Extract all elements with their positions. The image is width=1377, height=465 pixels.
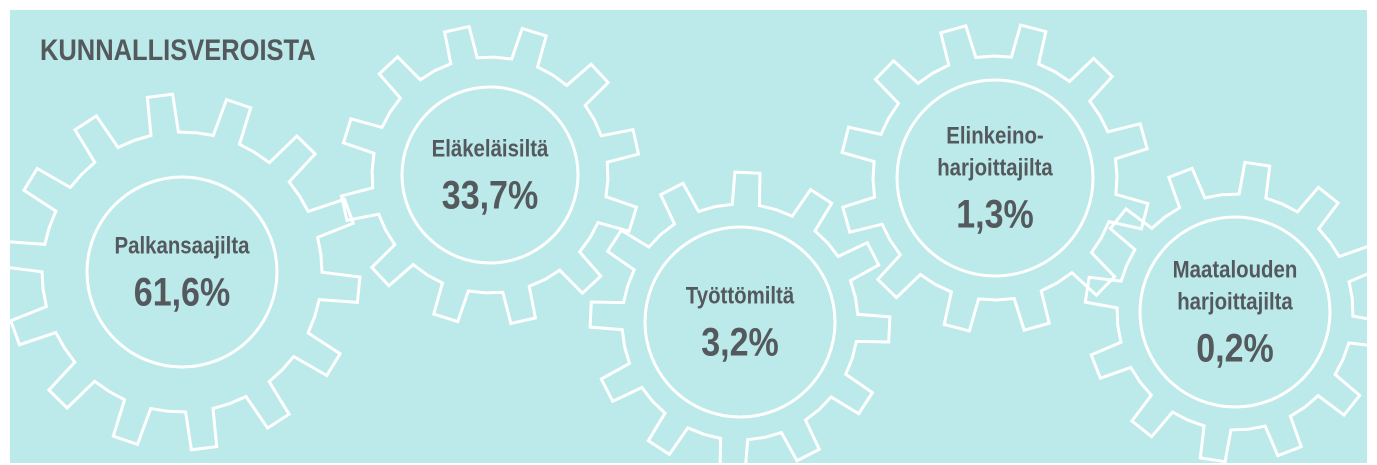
item-value: 61,6% xyxy=(134,269,230,314)
item-label: Palkansaajilta xyxy=(115,232,250,259)
item-label: harjoittajilta xyxy=(1177,288,1293,315)
item-label: Maatalouden xyxy=(1173,256,1298,283)
item-value: 33,7% xyxy=(442,172,538,217)
title: KUNNALLISVEROISTA xyxy=(40,33,316,66)
item-value: 1,3% xyxy=(956,191,1033,236)
item-label: Eläkeläisiltä xyxy=(432,135,549,162)
item-value: 0,2% xyxy=(1196,325,1273,370)
infographic: KUNNALLISVEROISTA Palkansaajilta 61,6% Elä… xyxy=(0,0,1377,465)
item-label: Elinkeino- xyxy=(946,122,1043,149)
item-value: 3,2% xyxy=(701,319,778,364)
item-label: harjoittajilta xyxy=(937,154,1053,181)
item-label: Työttömiltä xyxy=(686,282,795,309)
